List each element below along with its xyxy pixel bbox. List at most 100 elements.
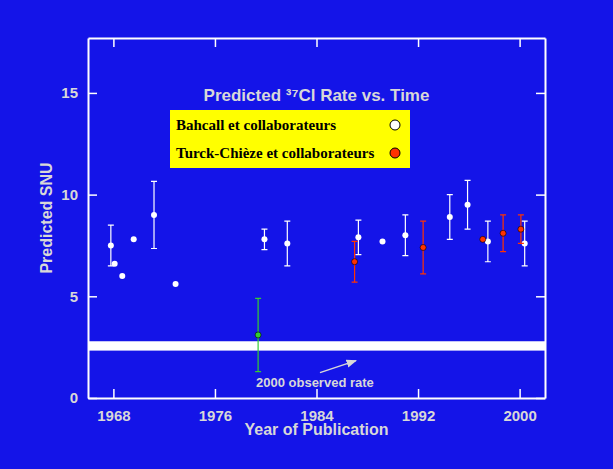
background [0, 0, 613, 469]
tick: 1984 [300, 389, 334, 424]
tick-mark [88, 194, 97, 196]
tick: 5 [70, 288, 97, 305]
data-point [119, 273, 125, 279]
tick [113, 38, 114, 47]
tick-mark [316, 38, 318, 47]
tick [317, 38, 318, 47]
error-bar [518, 215, 524, 243]
legend: Bahcall et collaborateurs Turck-Chièze et… [170, 110, 410, 168]
tick: 2000 [503, 389, 536, 424]
tick-mark [519, 389, 521, 398]
tick: 15 [61, 84, 97, 101]
error-bar [151, 181, 157, 248]
tick-mark [418, 389, 420, 398]
error-bar [500, 215, 506, 252]
data-point [465, 202, 471, 208]
data-point [173, 281, 179, 287]
tick [536, 93, 545, 94]
legend-marker [390, 120, 400, 130]
x-axis-title: Year of Publication [244, 421, 388, 438]
observed-band [88, 341, 545, 350]
data-point [255, 332, 261, 338]
error-bar [402, 215, 408, 256]
error-bar [447, 195, 453, 240]
data-point [380, 238, 386, 244]
x-axis: 1968 1976 1984 1992 2000 [89, 389, 546, 424]
tick-mark [418, 38, 420, 47]
tick-label: 2000 [503, 407, 536, 424]
data-point [261, 236, 267, 242]
data-point [112, 261, 118, 267]
chart-svg: 1968 1976 1984 1992 2000 0 5 10 15 Predicted ³⁷Cl… [0, 0, 613, 469]
tick [215, 38, 216, 47]
tick-mark [536, 398, 545, 400]
error-bar [465, 180, 471, 229]
data-point [480, 236, 486, 242]
tick-mark [316, 389, 318, 398]
data-point [108, 242, 114, 248]
tick [520, 38, 521, 47]
data-point [151, 212, 157, 218]
tick [536, 296, 545, 297]
data-point [131, 236, 137, 242]
annotation-arrow [320, 361, 356, 373]
data-point [518, 226, 524, 232]
plot-area [88, 180, 545, 371]
data-point [355, 234, 361, 240]
data-point [284, 240, 290, 246]
legend-box [170, 110, 410, 168]
data-point [352, 259, 358, 265]
y-axis-title: Predicted SNU [38, 162, 55, 273]
tick-mark [536, 194, 545, 196]
error-bar [355, 220, 361, 255]
tick-label: 10 [61, 186, 78, 203]
data-point [500, 230, 506, 236]
tick-mark [88, 398, 97, 400]
legend-item: Turck-Chièze et collaborateurs [176, 145, 400, 161]
error-bar [255, 298, 261, 371]
tick-label: 1976 [199, 407, 232, 424]
tick: 1968 [97, 389, 130, 424]
error-bar [352, 241, 358, 282]
legend-marker [390, 148, 400, 158]
tick-mark [88, 296, 97, 298]
data-point [420, 244, 426, 250]
tick: 0 [70, 389, 97, 406]
legend-item: Bahcall et collaborateurs [176, 117, 400, 133]
tick-label: 1968 [97, 407, 130, 424]
tick-mark [536, 296, 545, 298]
tick-mark [88, 93, 97, 95]
tick: 10 [61, 186, 97, 203]
data-point [402, 232, 408, 238]
error-bar [420, 221, 426, 274]
tick-mark [113, 38, 115, 47]
data-point [447, 214, 453, 220]
series-2 [255, 298, 261, 371]
tick-label: 15 [61, 84, 78, 101]
x-axis-top [89, 38, 546, 47]
chart-container: 1968 1976 1984 1992 2000 0 5 10 15 Predicted ³⁷Cl… [0, 0, 613, 469]
chart-title: Predicted ³⁷Cl Rate vs. Time [204, 86, 430, 105]
tick-mark [113, 389, 115, 398]
tick-mark [215, 389, 217, 398]
tick-label: 1992 [402, 407, 435, 424]
tick: 1992 [402, 389, 435, 424]
tick-label: 0 [70, 389, 78, 406]
tick-label: 5 [70, 288, 78, 305]
legend-label: Turck-Chièze et collaborateurs [176, 145, 374, 161]
error-bar [108, 225, 114, 266]
tick: 1976 [199, 389, 232, 424]
error-bar [261, 229, 267, 249]
tick-mark [519, 38, 521, 47]
tick [536, 398, 545, 399]
series-1 [352, 215, 524, 282]
observed-annotation: 2000 observed rate [256, 375, 374, 390]
series-0 [108, 180, 528, 287]
tick [536, 195, 545, 196]
error-bar [485, 221, 491, 262]
y-axis: 0 5 10 15 [61, 39, 97, 407]
legend-label: Bahcall et collaborateurs [176, 117, 336, 133]
tick [418, 38, 419, 47]
error-bar [284, 221, 290, 266]
tick-mark [536, 93, 545, 95]
